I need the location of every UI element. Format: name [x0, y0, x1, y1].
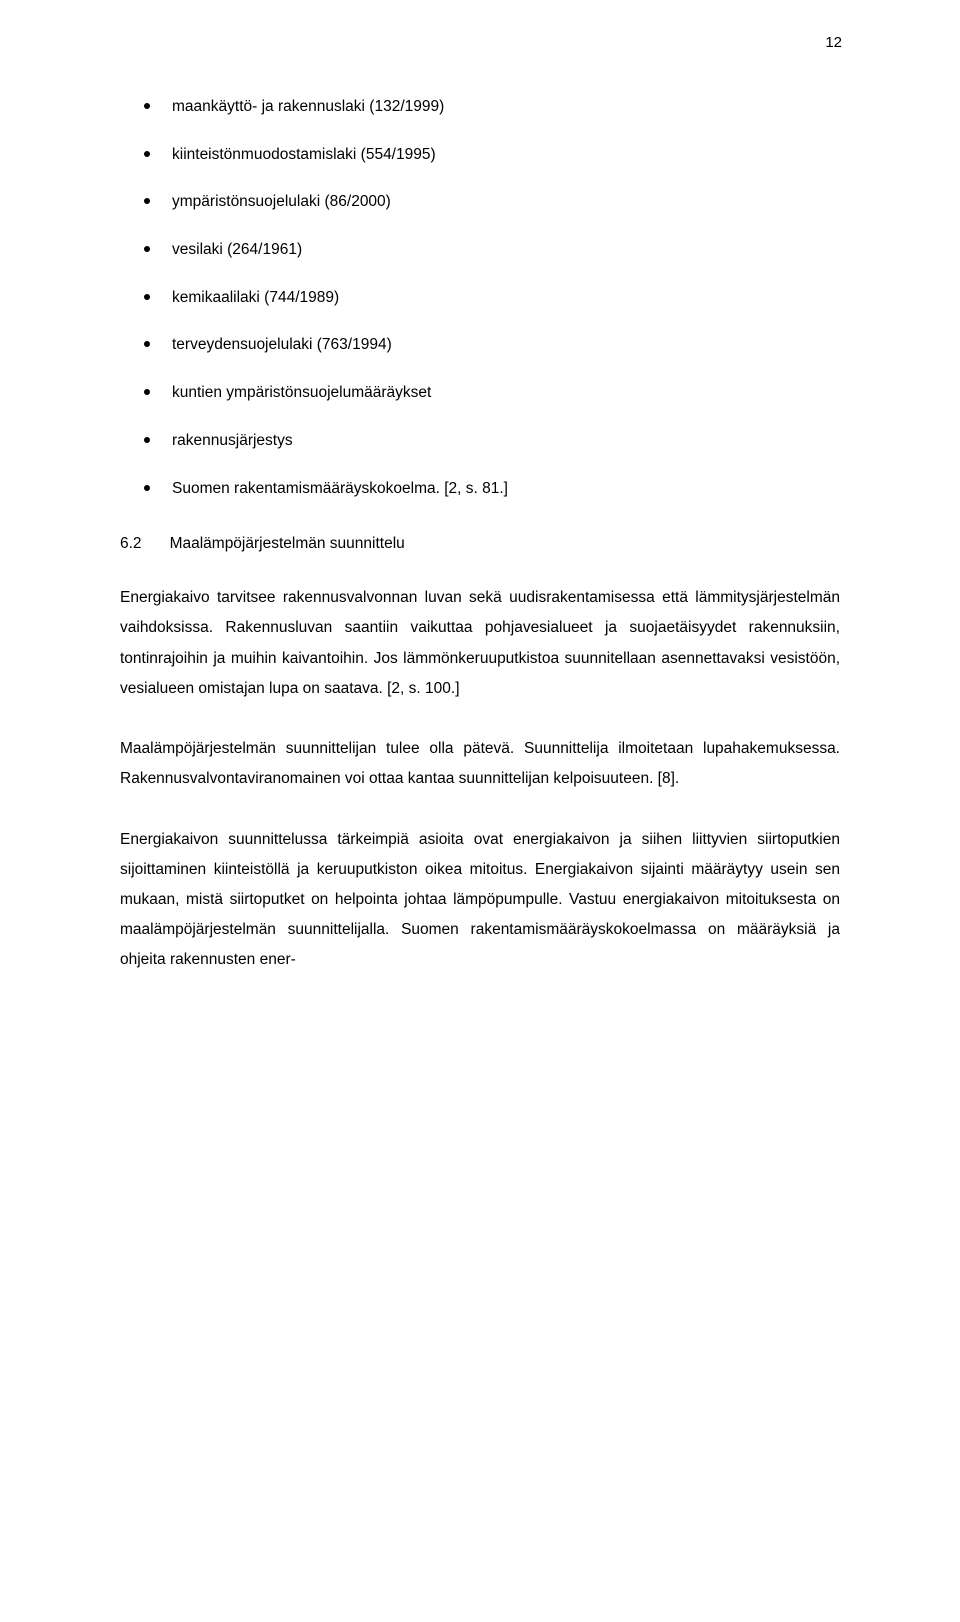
list-item-text: kemikaalilaki (744/1989): [172, 287, 339, 309]
list-item: vesilaki (264/1961): [120, 239, 840, 261]
body-paragraph: Energiakaivon suunnittelussa tärkeimpiä …: [120, 825, 840, 976]
body-paragraph: Energiakaivo tarvitsee rakennusvalvonnan…: [120, 583, 840, 704]
list-item: terveydensuojelulaki (763/1994): [120, 334, 840, 356]
list-item-text: vesilaki (264/1961): [172, 239, 302, 261]
document-page: 12 maankäyttö- ja rakennuslaki (132/1999…: [0, 0, 960, 1622]
list-item: kuntien ympäristönsuojelumääräykset: [120, 382, 840, 404]
list-item-text: kiinteistönmuodostamislaki (554/1995): [172, 144, 436, 166]
bullet-icon: [144, 437, 150, 443]
section-title: Maalämpöjärjestelmän suunnittelu: [170, 535, 405, 553]
bullet-icon: [144, 294, 150, 300]
bullet-icon: [144, 389, 150, 395]
page-number: 12: [825, 34, 842, 51]
list-item-text: rakennusjärjestys: [172, 430, 293, 452]
bullet-icon: [144, 103, 150, 109]
bullet-icon: [144, 485, 150, 491]
bullet-list: maankäyttö- ja rakennuslaki (132/1999) k…: [120, 96, 840, 499]
list-item: kiinteistönmuodostamislaki (554/1995): [120, 144, 840, 166]
body-paragraph: Maalämpöjärjestelmän suunnittelijan tule…: [120, 734, 840, 794]
section-number: 6.2: [120, 535, 142, 553]
list-item-text: maankäyttö- ja rakennuslaki (132/1999): [172, 96, 444, 118]
list-item-text: kuntien ympäristönsuojelumääräykset: [172, 382, 431, 404]
section-heading: 6.2 Maalämpöjärjestelmän suunnittelu: [120, 535, 840, 553]
bullet-icon: [144, 341, 150, 347]
bullet-icon: [144, 246, 150, 252]
bullet-icon: [144, 151, 150, 157]
bullet-icon: [144, 198, 150, 204]
list-item: Suomen rakentamismääräyskokoelma. [2, s.…: [120, 478, 840, 500]
list-item: kemikaalilaki (744/1989): [120, 287, 840, 309]
list-item-text: ympäristönsuojelulaki (86/2000): [172, 191, 391, 213]
list-item-text: terveydensuojelulaki (763/1994): [172, 334, 392, 356]
list-item: rakennusjärjestys: [120, 430, 840, 452]
list-item-text: Suomen rakentamismääräyskokoelma. [2, s.…: [172, 478, 508, 500]
list-item: maankäyttö- ja rakennuslaki (132/1999): [120, 96, 840, 118]
list-item: ympäristönsuojelulaki (86/2000): [120, 191, 840, 213]
